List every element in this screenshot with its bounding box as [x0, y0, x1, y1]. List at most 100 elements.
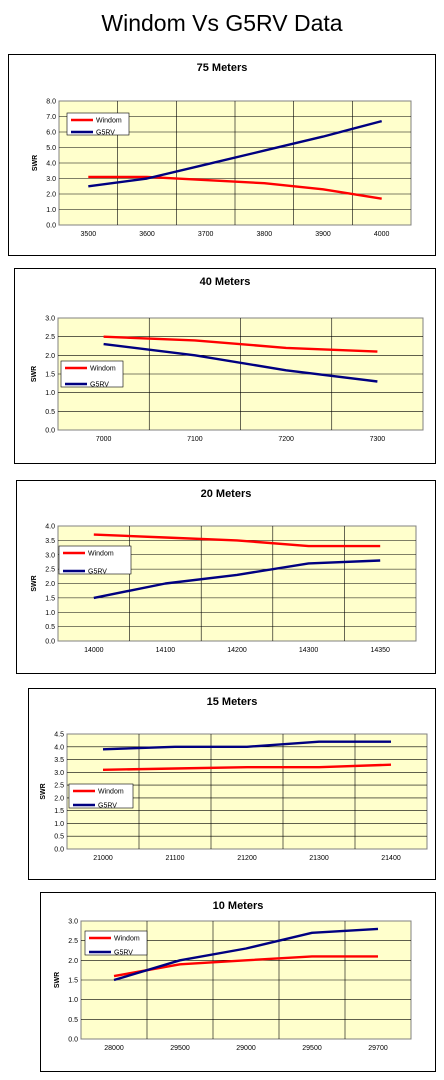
y-tick-label: 7.0	[46, 114, 56, 121]
x-tick-label: 28000	[104, 1045, 124, 1052]
chart-title: 40 Meters	[200, 276, 251, 288]
y-tick-label: 4.0	[54, 744, 64, 751]
chart-title: 10 Meters	[213, 900, 264, 912]
chart-panel-40m: 40 Meters 0.0 0.5 1.0 1.5 2.0 2.5 3.0 7000 7100 72…	[14, 268, 436, 464]
x-tick-label: 29700	[368, 1045, 388, 1052]
x-tick-label: 14300	[299, 647, 319, 654]
y-tick-label: 2.5	[68, 938, 78, 945]
y-tick-label: 1.0	[45, 390, 55, 397]
x-tick-label: 21000	[93, 855, 113, 862]
legend-label: G5RV	[98, 803, 117, 810]
legend-label: G5RV	[88, 569, 107, 576]
y-tick-label: 0.0	[45, 428, 55, 435]
y-tick-label: 1.5	[68, 978, 78, 985]
y-tick-label: 0.0	[54, 847, 64, 854]
y-tick-label: 0.5	[45, 624, 55, 631]
legend-label: Windom	[114, 936, 140, 943]
y-tick-label: 0.5	[45, 409, 55, 416]
x-tick-label: 14350	[370, 647, 390, 654]
legend-label: Windom	[88, 551, 114, 558]
series-line-g5rv	[93, 559, 381, 600]
y-axis-label: SWR	[31, 575, 38, 591]
y-tick-label: 3.5	[45, 538, 55, 545]
x-tick-label: 7100	[187, 436, 203, 443]
y-tick-label: 1.5	[54, 808, 64, 815]
series-line-g5rv	[103, 342, 378, 383]
x-tick-label: 3500	[81, 231, 97, 238]
x-tick-label: 7300	[370, 436, 386, 443]
y-tick-label: 1.0	[54, 821, 64, 828]
x-tick-label: 29000	[236, 1045, 256, 1052]
legend-label: Windom	[96, 118, 122, 125]
y-tick-label: 2.0	[45, 581, 55, 588]
y-tick-label: 4.0	[45, 524, 55, 531]
y-tick-label: 6.0	[46, 130, 56, 137]
y-tick-label: 3.0	[45, 316, 55, 323]
y-tick-label: 3.5	[54, 757, 64, 764]
series-line-windom	[113, 955, 378, 978]
legend-label: G5RV	[90, 382, 109, 389]
x-tick-label: 21400	[381, 855, 401, 862]
legend-box	[66, 112, 130, 136]
chart-10m: 10 Meters 0.0 0.5 1.0 1.5 2.0 2.5 3.0 28000 29500…	[54, 900, 412, 1052]
y-axis-label: SWR	[40, 783, 47, 799]
series-line-windom	[93, 533, 381, 548]
y-tick-label: 2.5	[54, 783, 64, 790]
chart-title: 75 Meters	[197, 62, 248, 74]
x-tick-label: 14000	[84, 647, 104, 654]
chart-panel-15m: 15 Meters 0.0 0.5 1.0 1.5 2.0 2.5 3.0 3.5 4.0 4.5 2…	[28, 688, 436, 880]
chart-20m: 20 Meters 0.0 0.5 1.0 1.5 2.0 2.5 3.0 3.5 4.0 1400…	[31, 488, 417, 654]
y-tick-label: 2.0	[46, 192, 56, 199]
x-tick-label: 21300	[309, 855, 329, 862]
legend-label: Windom	[90, 366, 116, 373]
legend-label: G5RV	[96, 130, 115, 137]
y-axis-label: SWR	[32, 155, 39, 171]
x-tick-label: 29500	[302, 1045, 322, 1052]
legend: Windom G5RV	[68, 783, 134, 810]
x-tick-label: 3600	[139, 231, 155, 238]
x-tick-label: 21100	[166, 855, 185, 862]
y-tick-label: 0.0	[68, 1037, 78, 1044]
chart-panel-20m: 20 Meters 0.0 0.5 1.0 1.5 2.0 2.5 3.0 3.5 4.0 1400…	[16, 480, 436, 674]
legend: Windom G5RV	[60, 360, 124, 389]
y-tick-label: 3.0	[46, 176, 56, 183]
y-tick-label: 4.5	[54, 732, 64, 739]
y-axis-label: SWR	[31, 366, 38, 382]
x-tick-label: 21200	[237, 855, 257, 862]
y-tick-label: 0.0	[46, 223, 56, 230]
y-tick-label: 1.0	[45, 610, 55, 617]
legend-box	[58, 545, 132, 575]
x-tick-label: 3900	[315, 231, 331, 238]
y-tick-label: 5.0	[46, 145, 56, 152]
legend-label: G5RV	[114, 950, 133, 957]
series-line-windom	[88, 175, 382, 200]
y-tick-label: 3.0	[54, 770, 64, 777]
x-tick-label: 3700	[198, 231, 214, 238]
y-tick-label: 1.0	[46, 207, 56, 214]
legend-label: Windom	[98, 789, 124, 796]
y-tick-label: 4.0	[46, 161, 56, 168]
y-tick-label: 3.0	[45, 552, 55, 559]
chart-title: 20 Meters	[201, 488, 252, 500]
legend-box	[60, 360, 124, 388]
x-tick-label: 14100	[156, 647, 176, 654]
legend: Windom G5RV	[58, 545, 132, 576]
series-line-g5rv	[88, 119, 383, 188]
y-tick-label: 2.5	[45, 567, 55, 574]
y-tick-label: 1.5	[45, 595, 55, 602]
y-tick-label: 2.5	[45, 334, 55, 341]
y-tick-label: 1.0	[68, 997, 78, 1004]
legend: Windom G5RV	[66, 112, 130, 137]
chart-panel-10m: 10 Meters 0.0 0.5 1.0 1.5 2.0 2.5 3.0 28000 29500…	[40, 892, 436, 1072]
x-tick-label: 29500	[170, 1045, 190, 1052]
y-tick-label: 2.0	[54, 795, 64, 802]
legend: Windom G5RV	[84, 930, 148, 957]
chart-75m: 75 Meters 0.0 1.0 2.0 3.0 4.0 5.0 6.0 7.0 8.0 3500…	[32, 62, 412, 238]
y-tick-label: 0.5	[68, 1017, 78, 1024]
chart-panel-75m: 75 Meters 0.0 1.0 2.0 3.0 4.0 5.0 6.0 7.0 8.0 3500…	[8, 54, 436, 256]
y-tick-label: 0.5	[54, 834, 64, 841]
x-tick-label: 7200	[278, 436, 294, 443]
x-tick-label: 14200	[227, 647, 247, 654]
x-tick-label: 7000	[96, 436, 112, 443]
y-tick-label: 3.0	[68, 919, 78, 926]
